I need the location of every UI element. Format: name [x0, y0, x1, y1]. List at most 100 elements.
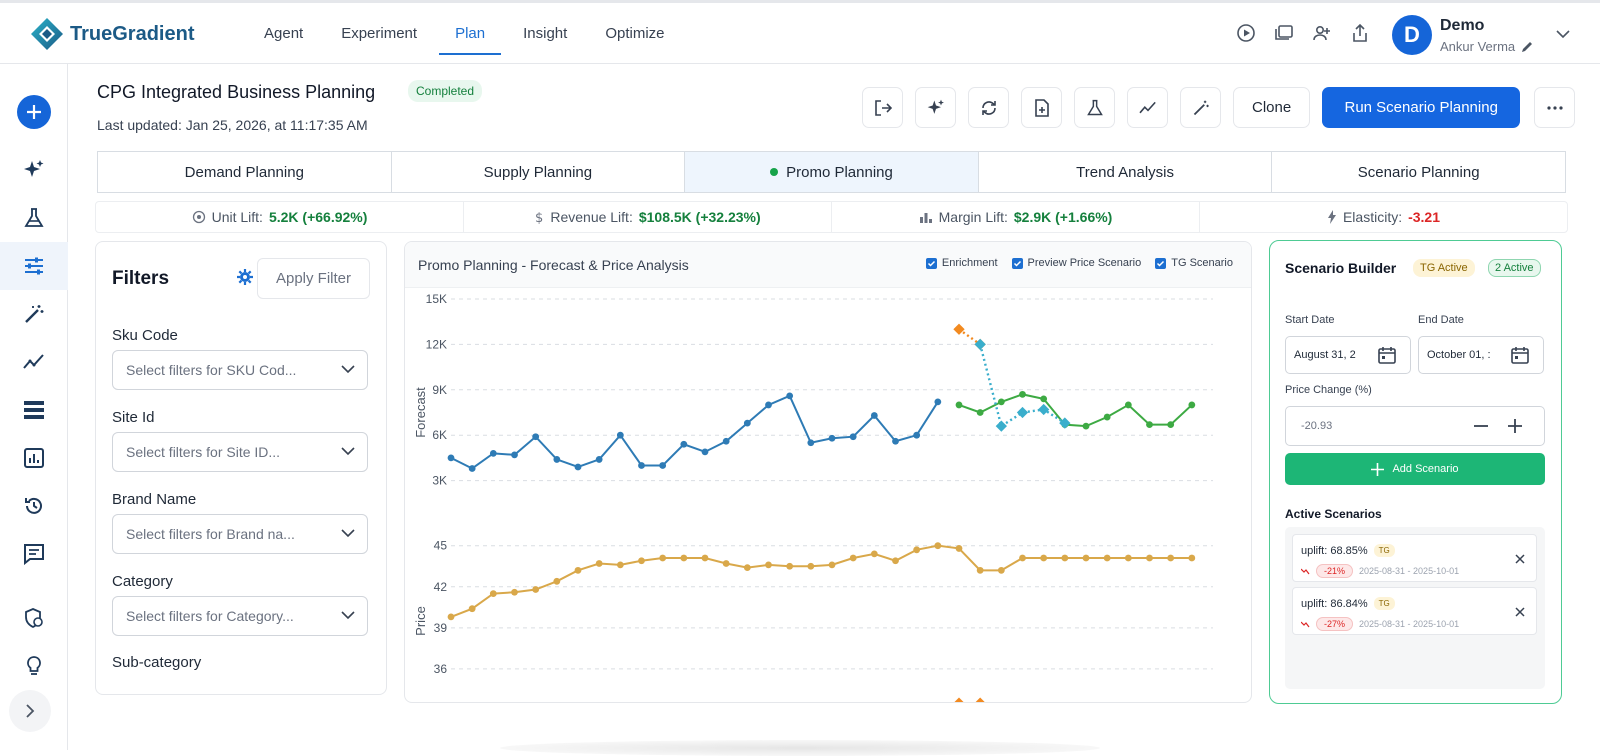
trend-down-icon: [1301, 568, 1310, 574]
category-select[interactable]: Select filters for Category...: [112, 596, 368, 636]
price-data-point: [468, 605, 476, 613]
refresh-button[interactable]: [968, 87, 1009, 128]
chevron-down-icon: [341, 611, 355, 620]
kpi-value: $108.5K (+32.23%): [638, 209, 761, 225]
app-name: TrueGradient: [70, 22, 195, 45]
user-name: Demo: [1440, 16, 1485, 34]
trend-button[interactable]: [1127, 87, 1168, 128]
lightbulb-icon: [27, 656, 41, 675]
sidebar-item-reports[interactable]: [16, 440, 52, 476]
sidebar-item-ideas[interactable]: [16, 648, 52, 684]
price-data-point: [807, 562, 815, 570]
add-user-icon[interactable]: [1312, 23, 1332, 43]
price-change-input[interactable]: -20.93: [1285, 406, 1545, 446]
ai-button[interactable]: [915, 87, 956, 128]
kpi-elasticity: Elasticity: -3.21: [1200, 202, 1567, 232]
edit-icon[interactable]: [1521, 40, 1534, 53]
site-id-select[interactable]: Select filters for Site ID...: [112, 432, 368, 472]
forecast-data-point: [701, 448, 709, 456]
sidebar-expand-button[interactable]: [9, 690, 51, 732]
kpi-value: 5.2K (+66.92%): [268, 209, 368, 225]
add-file-button[interactable]: [1021, 87, 1062, 128]
sidebar-item-history[interactable]: [16, 488, 52, 524]
y-tick-label: 45: [434, 539, 448, 553]
sidebar-item-optimize[interactable]: [16, 296, 52, 332]
tg-active-badge: TG Active: [1413, 259, 1475, 277]
sku-code-select[interactable]: Select filters for SKU Cod...: [112, 350, 368, 390]
nav-agent[interactable]: Agent: [264, 25, 304, 42]
kpi-value: -3.21: [1408, 209, 1441, 225]
chevron-down-icon[interactable]: [1556, 29, 1570, 39]
avatar[interactable]: D: [1392, 15, 1432, 55]
forecast-data-point: [807, 439, 815, 447]
logo[interactable]: TrueGradient: [30, 17, 194, 51]
more-button[interactable]: [1534, 87, 1576, 128]
user-menu[interactable]: D Demo Ankur Verma: [1392, 15, 1534, 55]
experiment-button[interactable]: [1074, 87, 1115, 128]
plus-icon: [1371, 462, 1385, 476]
scenario-card[interactable]: uplift: 86.84% TG -27% 2025-08-31 - 2025-…: [1292, 587, 1537, 635]
target-icon: [192, 210, 205, 224]
sidebar-item-insight[interactable]: [16, 344, 52, 380]
close-icon[interactable]: [1513, 605, 1527, 619]
folders-icon[interactable]: [1274, 23, 1294, 43]
plus-icon[interactable]: [1506, 417, 1524, 435]
kpi-bar: Unit Lift: 5.2K (+66.92%) $ Revenue Lift…: [95, 201, 1568, 233]
minus-icon[interactable]: [1472, 417, 1490, 435]
run-scenario-planning-button[interactable]: Run Scenario Planning: [1322, 87, 1521, 128]
magic-wand-icon: [25, 305, 44, 323]
gear-icon[interactable]: [237, 269, 253, 285]
price-data-point: [765, 561, 772, 569]
tab-scenario-planning[interactable]: Scenario Planning: [1272, 152, 1565, 192]
calendar-icon[interactable]: [1511, 346, 1529, 364]
price-data-point: [574, 566, 582, 574]
apply-filter-button[interactable]: Apply Filter: [257, 258, 370, 299]
legend-enrichment[interactable]: Enrichment: [925, 257, 998, 269]
tab-promo-planning[interactable]: Promo Planning: [685, 152, 979, 192]
y-tick-label: 6K: [432, 428, 447, 442]
end-date-input[interactable]: October 01, :: [1418, 336, 1544, 374]
price-data-point: [532, 586, 540, 593]
calendar-icon[interactable]: [1378, 346, 1396, 364]
add-scenario-button[interactable]: Add Scenario: [1285, 453, 1545, 485]
sidebar-item-data[interactable]: [16, 392, 52, 428]
tab-supply-planning[interactable]: Supply Planning: [392, 152, 686, 192]
nav-experiment[interactable]: Experiment: [341, 25, 418, 42]
sidebar-item-plan[interactable]: [16, 248, 52, 284]
main-nav: Agent Experiment Plan Insight Optimize: [248, 3, 687, 65]
tab-demand-planning[interactable]: Demand Planning: [98, 152, 392, 192]
legend-tg-scenario[interactable]: TG Scenario: [1155, 257, 1233, 269]
forecast-y-axis-label: Forecast: [413, 387, 428, 438]
scenario-uplift: uplift: 86.84%: [1301, 597, 1368, 610]
trend-icon: [23, 354, 44, 369]
sidebar-item-chat[interactable]: [16, 536, 52, 572]
new-button[interactable]: [16, 94, 52, 130]
legend-preview-price[interactable]: Preview Price Scenario: [1011, 257, 1141, 269]
forecast-price-chart: 3K6K9K12K15KForecast3336394245PriceAug 2…: [413, 292, 1213, 702]
active-dot: [770, 168, 779, 176]
clone-button[interactable]: Clone: [1233, 87, 1311, 128]
chart-legend: Enrichment Preview Price Scenario TG Sce…: [925, 257, 1233, 269]
nav-plan[interactable]: Plan: [439, 3, 502, 65]
sidebar-item-experiment[interactable]: [16, 200, 52, 236]
share-icon[interactable]: [1350, 23, 1370, 43]
add-scenario-label: Add Scenario: [1392, 463, 1459, 475]
nav-optimize[interactable]: Optimize: [605, 25, 665, 42]
scenario-card[interactable]: uplift: 68.85% TG -21% 2025-08-31 - 2025-…: [1292, 534, 1537, 582]
checkbox-icon: [1155, 257, 1167, 269]
sidebar-item-security[interactable]: [16, 600, 52, 636]
close-icon[interactable]: [1513, 552, 1527, 566]
play-icon[interactable]: [1236, 23, 1256, 43]
price-data-point: [447, 613, 455, 621]
nav-insight[interactable]: Insight: [523, 25, 568, 42]
magic-button[interactable]: [1180, 87, 1221, 128]
price-data-point: [849, 554, 857, 562]
page-title: CPG Integrated Business Planning: [97, 82, 376, 102]
chart-panel: Promo Planning - Forecast & Price Analys…: [404, 241, 1252, 703]
filter-label-category: Category: [112, 573, 173, 590]
sidebar-item-ai[interactable]: [16, 152, 52, 188]
export-button[interactable]: [862, 87, 903, 128]
tab-trend-analysis[interactable]: Trend Analysis: [979, 152, 1273, 192]
start-date-input[interactable]: August 31, 2: [1285, 336, 1411, 374]
brand-name-select[interactable]: Select filters for Brand na...: [112, 514, 368, 554]
